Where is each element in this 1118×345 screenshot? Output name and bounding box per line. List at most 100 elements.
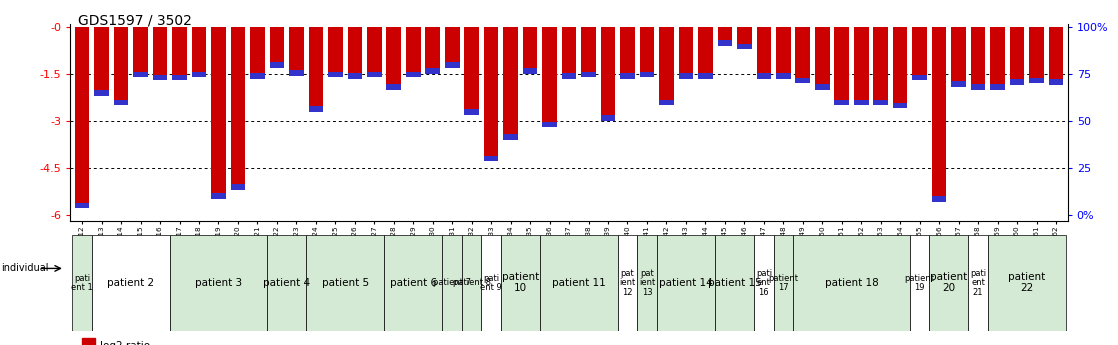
Bar [737, 43, 751, 49]
Bar [94, 27, 108, 96]
Bar [230, 184, 245, 190]
Bar [387, 84, 401, 90]
Bar [776, 73, 790, 79]
Bar [542, 27, 557, 127]
Bar [951, 27, 966, 87]
Bar [1010, 27, 1024, 85]
Bar [328, 72, 342, 77]
Bar [309, 106, 323, 111]
Bar [581, 27, 596, 77]
Bar [912, 75, 927, 80]
Text: patient
10: patient 10 [502, 273, 539, 293]
Bar [501, 235, 540, 331]
Bar [757, 73, 771, 79]
Bar [968, 235, 988, 331]
Bar [406, 27, 420, 77]
Bar [854, 27, 869, 105]
Bar [387, 27, 401, 90]
Bar [540, 235, 618, 331]
Bar [464, 109, 479, 115]
Bar [328, 27, 342, 77]
Bar [92, 235, 170, 331]
Bar [484, 156, 499, 161]
Bar [211, 193, 226, 199]
Bar [443, 235, 462, 331]
Bar [796, 78, 811, 83]
Bar [755, 235, 774, 331]
Bar [367, 27, 381, 77]
Text: patient
19: patient 19 [904, 274, 935, 292]
Bar [600, 27, 615, 121]
Text: pati
ent
21: pati ent 21 [970, 269, 986, 297]
Bar [561, 27, 577, 79]
Bar [503, 27, 518, 140]
Bar [172, 75, 187, 80]
Text: GDS1597 / 3502: GDS1597 / 3502 [78, 14, 192, 28]
Bar [581, 72, 596, 77]
Bar [815, 84, 830, 90]
Bar [75, 27, 89, 208]
Text: pat
ient
12: pat ient 12 [619, 269, 636, 297]
Bar [153, 75, 168, 80]
Bar [757, 27, 771, 79]
Bar [620, 73, 635, 79]
Bar [893, 27, 908, 108]
Bar [133, 27, 148, 77]
Bar [834, 27, 849, 105]
Bar [561, 73, 577, 79]
Bar [250, 27, 265, 79]
Bar [639, 72, 654, 77]
Bar [873, 27, 888, 105]
Bar [290, 27, 304, 76]
Bar [698, 27, 712, 79]
Text: patient 8: patient 8 [453, 278, 491, 287]
Bar [94, 90, 108, 96]
Bar [191, 27, 207, 77]
Bar [854, 100, 869, 105]
Bar [75, 203, 89, 208]
Text: pati
ent 9: pati ent 9 [481, 274, 502, 292]
Bar [637, 235, 656, 331]
Text: patient
20: patient 20 [930, 273, 967, 293]
Bar [267, 235, 306, 331]
Bar [929, 235, 968, 331]
Bar [815, 27, 830, 90]
Text: pati
ent 1: pati ent 1 [72, 274, 93, 292]
Text: patient 5: patient 5 [322, 278, 369, 288]
Text: patient 18: patient 18 [825, 278, 879, 288]
Bar [153, 27, 168, 80]
Bar [679, 73, 693, 79]
Bar [793, 235, 910, 331]
Bar [523, 68, 538, 74]
Bar [114, 100, 129, 105]
Bar [482, 235, 501, 331]
Bar [269, 62, 284, 68]
Bar [660, 100, 674, 105]
Bar [503, 134, 518, 140]
Text: pat
ient
13: pat ient 13 [638, 269, 655, 297]
Bar [290, 70, 304, 76]
Bar [172, 27, 187, 80]
Bar [737, 27, 751, 49]
Bar [211, 27, 226, 199]
Bar [796, 27, 811, 83]
Bar [426, 27, 440, 74]
Text: pati
ent
16: pati ent 16 [756, 269, 771, 297]
Bar [991, 27, 1005, 90]
Bar [931, 27, 947, 202]
Text: patient 14: patient 14 [659, 278, 713, 288]
Bar [639, 27, 654, 77]
Bar [462, 235, 482, 331]
Bar [600, 115, 615, 121]
Bar [991, 84, 1005, 90]
Bar [1049, 79, 1063, 85]
Bar [464, 27, 479, 115]
Text: patient 11: patient 11 [552, 278, 606, 288]
Text: log2 ratio: log2 ratio [100, 341, 150, 345]
Bar [306, 235, 383, 331]
Bar [542, 121, 557, 127]
Bar [309, 27, 323, 111]
Text: patient 7: patient 7 [433, 278, 471, 287]
Bar [484, 27, 499, 161]
Bar [988, 235, 1065, 331]
